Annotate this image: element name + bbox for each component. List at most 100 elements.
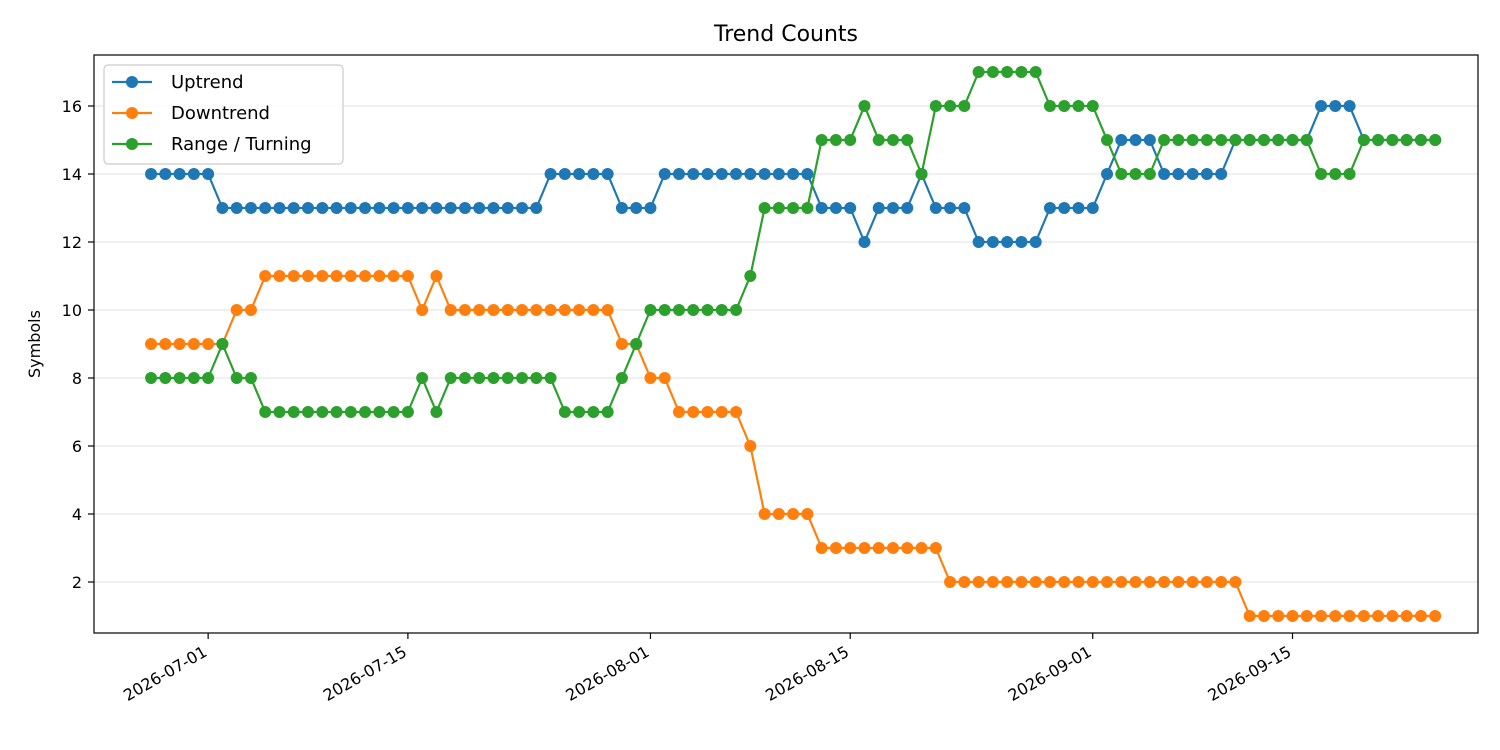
data-point bbox=[815, 542, 828, 554]
data-point bbox=[1158, 576, 1171, 588]
data-point bbox=[758, 168, 771, 180]
data-point bbox=[1143, 168, 1156, 180]
data-point bbox=[929, 202, 942, 214]
data-point bbox=[1400, 134, 1413, 146]
data-point bbox=[787, 202, 800, 214]
data-point bbox=[1115, 576, 1128, 588]
data-point bbox=[715, 406, 728, 418]
data-point bbox=[359, 202, 372, 214]
data-point bbox=[1215, 168, 1228, 180]
data-point bbox=[1043, 100, 1056, 112]
data-point bbox=[287, 406, 300, 418]
data-point bbox=[601, 304, 614, 316]
data-point bbox=[615, 372, 628, 384]
data-point bbox=[1343, 168, 1356, 180]
data-point bbox=[273, 202, 286, 214]
data-point bbox=[1343, 100, 1356, 112]
data-point bbox=[344, 270, 357, 282]
data-point bbox=[1229, 576, 1242, 588]
data-point bbox=[772, 202, 785, 214]
data-point bbox=[1315, 100, 1328, 112]
data-point bbox=[487, 372, 500, 384]
data-point bbox=[730, 168, 743, 180]
data-point bbox=[1072, 576, 1085, 588]
data-point bbox=[787, 508, 800, 520]
data-point bbox=[458, 372, 471, 384]
data-point bbox=[601, 168, 614, 180]
data-point bbox=[302, 406, 315, 418]
data-point bbox=[658, 304, 671, 316]
data-point bbox=[444, 372, 457, 384]
data-point bbox=[644, 372, 657, 384]
data-point bbox=[630, 202, 643, 214]
data-point bbox=[958, 100, 971, 112]
data-point bbox=[815, 202, 828, 214]
data-point bbox=[887, 134, 900, 146]
data-point bbox=[230, 304, 243, 316]
data-point bbox=[473, 372, 486, 384]
data-point bbox=[744, 440, 757, 452]
data-point bbox=[173, 338, 186, 350]
data-point bbox=[159, 372, 172, 384]
data-point bbox=[1043, 576, 1056, 588]
data-point bbox=[1143, 134, 1156, 146]
y-tick-label: 16 bbox=[62, 97, 82, 116]
data-point bbox=[516, 202, 529, 214]
data-point bbox=[273, 270, 286, 282]
data-point bbox=[858, 100, 871, 112]
legend-item: Uptrend bbox=[112, 72, 244, 93]
data-point bbox=[986, 66, 999, 78]
data-point bbox=[573, 406, 586, 418]
data-point bbox=[1115, 168, 1128, 180]
data-point bbox=[173, 168, 186, 180]
data-point bbox=[687, 168, 700, 180]
data-point bbox=[330, 406, 343, 418]
data-point bbox=[1357, 134, 1370, 146]
legend: Uptrend Downtrend Range / Turning bbox=[103, 64, 344, 165]
data-point bbox=[401, 270, 414, 282]
data-point bbox=[159, 338, 172, 350]
data-point bbox=[1186, 134, 1199, 146]
data-point bbox=[1015, 66, 1028, 78]
data-point bbox=[544, 168, 557, 180]
data-point bbox=[1172, 576, 1185, 588]
data-point bbox=[1200, 576, 1213, 588]
data-point bbox=[1086, 202, 1099, 214]
data-point bbox=[458, 304, 471, 316]
data-point bbox=[416, 202, 429, 214]
data-point bbox=[1129, 134, 1142, 146]
y-tick-label: 14 bbox=[62, 165, 82, 184]
data-point bbox=[230, 372, 243, 384]
data-point bbox=[758, 508, 771, 520]
data-point bbox=[701, 168, 714, 180]
data-point bbox=[958, 202, 971, 214]
data-point bbox=[1101, 134, 1114, 146]
data-point bbox=[744, 270, 757, 282]
data-point bbox=[558, 406, 571, 418]
data-point bbox=[145, 338, 158, 350]
legend-label: Downtrend bbox=[171, 103, 270, 124]
data-point bbox=[929, 100, 942, 112]
data-point bbox=[1158, 168, 1171, 180]
data-point bbox=[658, 168, 671, 180]
data-point bbox=[330, 270, 343, 282]
data-point bbox=[715, 168, 728, 180]
data-point bbox=[202, 338, 215, 350]
data-point bbox=[1101, 168, 1114, 180]
data-point bbox=[573, 168, 586, 180]
series-downtrend bbox=[145, 270, 1442, 622]
data-point bbox=[1229, 134, 1242, 146]
data-point bbox=[387, 270, 400, 282]
data-point bbox=[1329, 100, 1342, 112]
data-point bbox=[658, 372, 671, 384]
data-point bbox=[373, 202, 386, 214]
data-point bbox=[1386, 610, 1399, 622]
data-point bbox=[601, 406, 614, 418]
data-point bbox=[1015, 236, 1028, 248]
data-point bbox=[901, 202, 914, 214]
data-point bbox=[573, 304, 586, 316]
y-tick-label: 2 bbox=[72, 573, 82, 592]
data-point bbox=[829, 202, 842, 214]
data-point bbox=[744, 168, 757, 180]
data-point bbox=[772, 168, 785, 180]
